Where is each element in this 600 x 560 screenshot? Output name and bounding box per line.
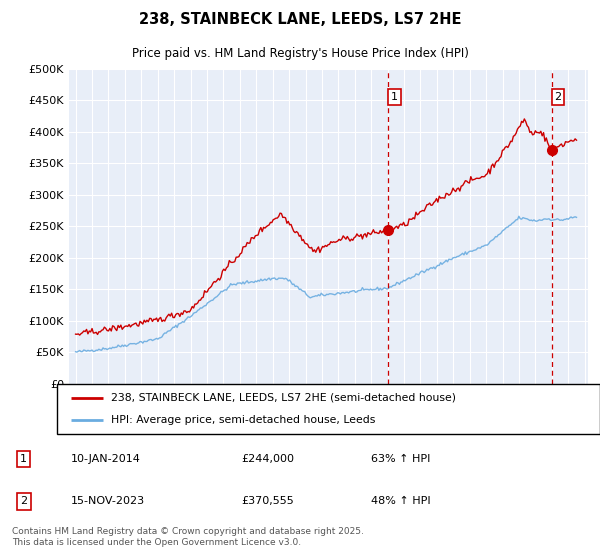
Text: 63% ↑ HPI: 63% ↑ HPI <box>371 454 430 464</box>
Text: 15-NOV-2023: 15-NOV-2023 <box>71 496 145 506</box>
Text: 238, STAINBECK LANE, LEEDS, LS7 2HE: 238, STAINBECK LANE, LEEDS, LS7 2HE <box>139 12 461 27</box>
Text: 1: 1 <box>391 92 398 102</box>
Text: 10-JAN-2014: 10-JAN-2014 <box>71 454 140 464</box>
Text: 238, STAINBECK LANE, LEEDS, LS7 2HE (semi-detached house): 238, STAINBECK LANE, LEEDS, LS7 2HE (sem… <box>112 393 457 403</box>
Text: HPI: Average price, semi-detached house, Leeds: HPI: Average price, semi-detached house,… <box>112 415 376 425</box>
Text: Contains HM Land Registry data © Crown copyright and database right 2025.
This d: Contains HM Land Registry data © Crown c… <box>12 528 364 547</box>
Text: 2: 2 <box>20 496 27 506</box>
Text: Price paid vs. HM Land Registry's House Price Index (HPI): Price paid vs. HM Land Registry's House … <box>131 47 469 60</box>
Text: 48% ↑ HPI: 48% ↑ HPI <box>371 496 430 506</box>
Text: 1: 1 <box>20 454 27 464</box>
Text: £370,555: £370,555 <box>241 496 294 506</box>
Text: £244,000: £244,000 <box>241 454 294 464</box>
Text: 2: 2 <box>554 92 562 102</box>
